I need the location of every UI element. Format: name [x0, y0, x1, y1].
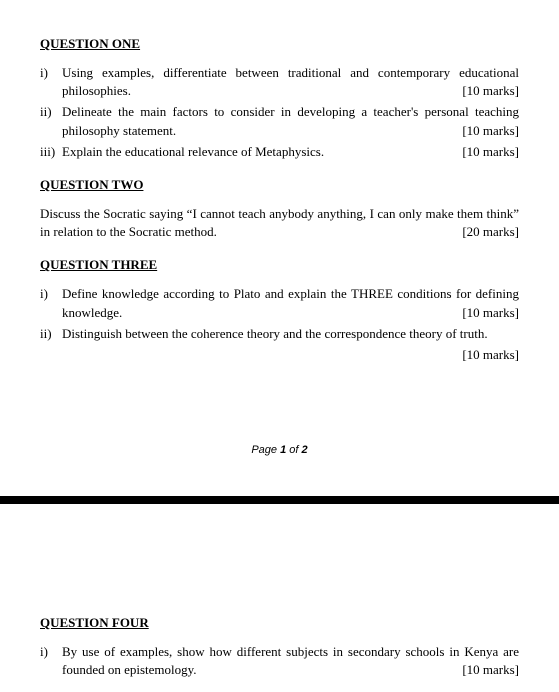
item-text: Define knowledge according to Plato and … [62, 285, 519, 321]
list-marker: ii) [40, 325, 62, 343]
page-label: Page [251, 444, 280, 456]
q3-item-2: ii) Distinguish between the coherence th… [40, 325, 519, 343]
text: By use of examples, show how different s… [62, 644, 519, 677]
q3-item-2-marks: [10 marks] [40, 346, 519, 364]
question-one-heading: QUESTION ONE [40, 36, 519, 52]
question-three-heading: QUESTION THREE [40, 257, 519, 273]
q2-text: Discuss the Socratic saying “I cannot te… [40, 205, 519, 241]
marks: [10 marks] [454, 82, 519, 100]
page-2: QUESTION FOUR i) By use of examples, sho… [0, 615, 559, 692]
page-gap [0, 504, 559, 599]
page-number: Page 1 of 2 [40, 444, 519, 456]
list-marker: ii) [40, 103, 62, 121]
text: Distinguish between the coherence theory… [62, 326, 488, 341]
text: Explain the educational relevance of Met… [62, 144, 324, 159]
question-two-heading: QUESTION TWO [40, 177, 519, 193]
item-text: Distinguish between the coherence theory… [62, 325, 519, 343]
page-divider [0, 496, 559, 504]
page-of: of [286, 444, 301, 456]
text: Define knowledge according to Plato and … [62, 286, 519, 319]
item-text: Using examples, differentiate between tr… [62, 64, 519, 100]
marks: [20 marks] [454, 223, 519, 241]
text: Using examples, differentiate between tr… [62, 65, 519, 98]
marks: [10 marks] [454, 661, 519, 679]
q1-item-3: iii) Explain the educational relevance o… [40, 143, 519, 161]
item-text: By use of examples, show how different s… [62, 643, 519, 679]
marks: [10 marks] [454, 304, 519, 322]
list-marker: i) [40, 64, 62, 82]
question-four-heading: QUESTION FOUR [40, 615, 519, 631]
item-text: Delineate the main factors to consider i… [62, 103, 519, 139]
text: Discuss the Socratic saying “I cannot te… [40, 206, 519, 239]
list-marker: iii) [40, 143, 62, 161]
q4-item-1: i) By use of examples, show how differen… [40, 643, 519, 679]
list-marker: i) [40, 285, 62, 303]
page-total: 2 [302, 444, 308, 456]
q1-item-1: i) Using examples, differentiate between… [40, 64, 519, 100]
marks: [10 marks] [454, 122, 519, 140]
text: Delineate the main factors to consider i… [62, 104, 519, 137]
q1-item-2: ii) Delineate the main factors to consid… [40, 103, 519, 139]
item-text: Explain the educational relevance of Met… [62, 143, 519, 161]
page-1: QUESTION ONE i) Using examples, differen… [0, 0, 559, 496]
list-marker: i) [40, 643, 62, 661]
q3-item-1: i) Define knowledge according to Plato a… [40, 285, 519, 321]
marks: [10 marks] [454, 143, 519, 161]
